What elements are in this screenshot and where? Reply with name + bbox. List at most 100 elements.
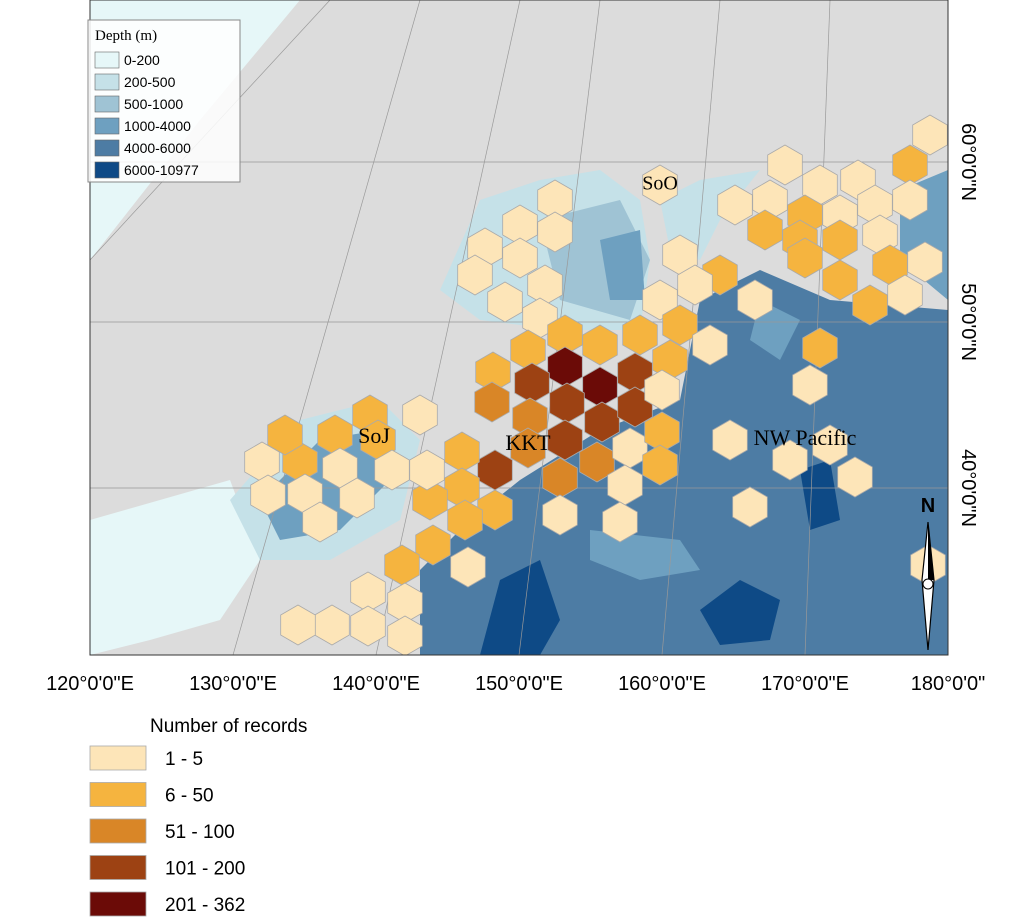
record-hex <box>447 499 483 541</box>
trench <box>480 560 560 655</box>
legend-label: 1 - 5 <box>165 749 203 770</box>
record-hex <box>642 444 678 486</box>
record-hex <box>802 327 838 369</box>
longitude-label: 170°0'0"E <box>761 673 849 695</box>
record-hex <box>537 211 573 253</box>
legend-swatch <box>89 891 147 917</box>
map-frame <box>89 0 949 656</box>
region-label: SoJ <box>358 423 390 448</box>
record-hex <box>712 419 748 461</box>
graticule <box>232 0 421 655</box>
record-hex <box>280 604 316 646</box>
deep <box>700 580 780 645</box>
record-hex <box>787 237 823 279</box>
legend-label: 51 - 100 <box>165 822 235 843</box>
record-hex <box>602 501 638 543</box>
record-hex <box>732 486 768 528</box>
legend-label: 200-500 <box>124 74 176 90</box>
legend-label: 6 - 50 <box>165 786 214 807</box>
longitude-label: 150°0'0"E <box>475 673 563 695</box>
record-hex <box>250 474 286 516</box>
record-hex <box>474 381 510 423</box>
record-hex <box>892 179 928 221</box>
record-hex <box>747 209 783 251</box>
legend-label: 500-1000 <box>124 96 183 112</box>
record-hex <box>642 279 678 321</box>
record-hex <box>907 241 943 283</box>
rise <box>590 530 700 580</box>
longitude-label: 120°0'0"E <box>46 673 134 695</box>
legend-swatch <box>94 73 120 91</box>
longitude-label: 140°0'0"E <box>332 673 420 695</box>
legend-swatch <box>89 855 147 880</box>
record-hex <box>642 164 678 206</box>
record-hex <box>622 314 658 356</box>
legend-swatch <box>89 818 147 844</box>
latitude-label: 50°0'0"N <box>957 283 979 361</box>
shelf <box>90 480 260 655</box>
record-hex <box>792 364 828 406</box>
trench <box>800 460 840 530</box>
legend-title: Number of records <box>150 716 307 737</box>
record-hex <box>412 479 448 521</box>
latitude-label: 40°0'0"N <box>957 449 979 527</box>
record-hex <box>887 274 923 316</box>
legend-swatch <box>94 51 120 69</box>
region-label: KKT <box>505 430 551 455</box>
latitude-label: 60°0'0"N <box>957 123 979 201</box>
record-hex <box>767 144 803 186</box>
legend-label: 4000-6000 <box>124 140 191 156</box>
record-hex <box>457 254 493 296</box>
record-hex <box>350 605 386 647</box>
record-hex <box>692 324 728 366</box>
record-hex <box>402 394 438 436</box>
legend-label: 6000-10977 <box>124 162 199 178</box>
record-hex <box>339 477 375 519</box>
record-hex <box>542 494 578 536</box>
record-hex <box>644 369 680 411</box>
record-hex <box>582 324 618 366</box>
north-arrow-half <box>928 522 934 580</box>
record-hex <box>450 546 486 588</box>
record-hex <box>662 304 698 346</box>
legend-swatch <box>94 117 120 135</box>
longitude-label: 180°0'0" <box>911 673 986 695</box>
legend-label: 0-200 <box>124 52 160 68</box>
record-hex <box>677 264 713 306</box>
legend-swatch <box>94 161 120 179</box>
north-label: N <box>921 495 935 517</box>
record-hex <box>374 449 410 491</box>
north-arrow-center <box>922 578 934 590</box>
legend-label: 101 - 200 <box>165 859 245 880</box>
legend-label: 201 - 362 <box>165 895 245 916</box>
legend-label: 1000-4000 <box>124 118 191 134</box>
record-hex <box>415 524 451 566</box>
depth-legend: Depth (m) 0-200 200-500 500-1000 1000-4000 4… <box>87 19 241 183</box>
record-hex <box>837 456 873 498</box>
record-hex <box>812 424 848 466</box>
legend-swatch <box>94 95 120 113</box>
record-hex <box>387 615 423 655</box>
record-hex <box>409 449 445 491</box>
longitude-label: 160°0'0"E <box>618 673 706 695</box>
region-label: SoO <box>642 173 678 195</box>
record-hex <box>502 237 538 279</box>
legend-title: Depth (m) <box>95 28 157 44</box>
record-hex <box>822 259 858 301</box>
record-hex <box>547 419 583 461</box>
record-hex <box>302 501 338 543</box>
map-area <box>90 0 948 655</box>
legend-swatch <box>94 139 120 157</box>
record-hex <box>737 279 773 321</box>
record-hex <box>912 114 948 156</box>
longitude-label: 130°0'0"E <box>189 673 277 695</box>
kuril-basin <box>600 230 645 300</box>
record-hex <box>772 439 808 481</box>
record-hex <box>487 281 523 323</box>
record-hex <box>267 414 303 456</box>
record-hex <box>477 489 513 531</box>
legend-swatch <box>89 782 147 807</box>
legend-swatch <box>89 745 147 771</box>
graticule <box>804 0 831 655</box>
